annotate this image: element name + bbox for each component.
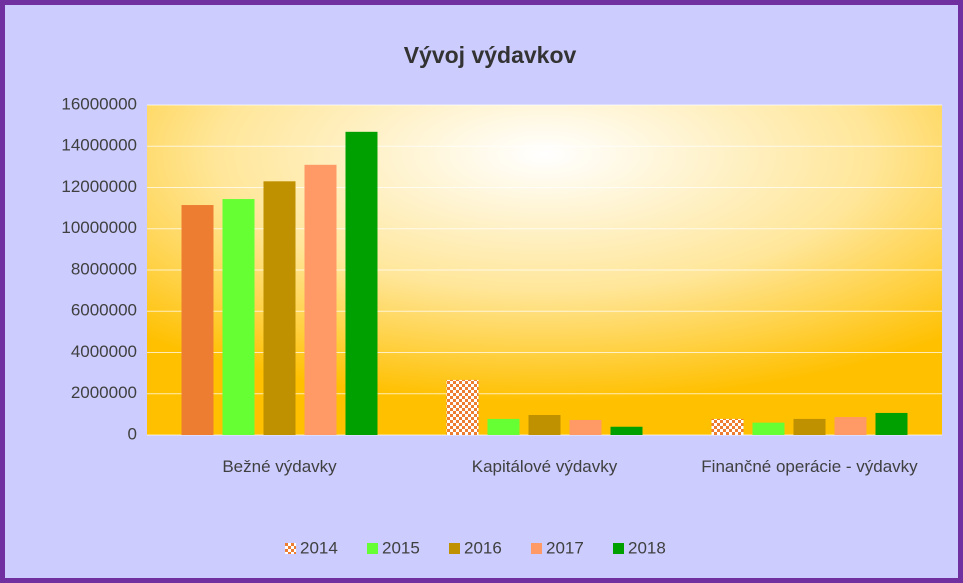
y-tick-label: 4000000: [71, 342, 137, 361]
legend-swatch: [449, 543, 460, 554]
bar: [222, 199, 255, 435]
legend-label: 2014: [300, 538, 338, 557]
bar: [528, 414, 561, 435]
legend-label: 2016: [464, 538, 502, 557]
x-tick-label-box: Bežné výdavky: [222, 457, 337, 476]
bar: [711, 418, 744, 435]
bar: [834, 417, 867, 435]
y-tick-label: 0: [128, 424, 137, 443]
bar: [875, 412, 908, 435]
bar: [181, 205, 214, 435]
legend-swatch: [531, 543, 542, 554]
chart-title: Vývoj výdavkov: [404, 42, 577, 68]
legend-label: 2018: [628, 538, 666, 557]
y-tick-label: 8000000: [71, 259, 137, 278]
y-tick-label: 16000000: [61, 94, 137, 113]
legend-swatch: [367, 543, 378, 554]
bar: [304, 164, 337, 435]
x-tick-label: Finančné operácie - výdavky: [701, 457, 918, 476]
legend-label: 2015: [382, 538, 420, 557]
x-tick-label: Bežné výdavky: [222, 457, 337, 476]
bar: [487, 418, 520, 435]
legend-label: 2017: [546, 538, 584, 557]
y-tick-label: 6000000: [71, 301, 137, 320]
y-tick-label: 12000000: [61, 177, 137, 196]
bar: [752, 422, 785, 435]
bar: [793, 418, 826, 435]
bar: [345, 131, 378, 435]
x-tick-label-box: Finančné operácie - výdavky: [701, 457, 918, 476]
bar: [263, 181, 296, 435]
x-tick-label: Kapitálové výdavky: [471, 457, 618, 476]
x-tick-label-box: Kapitálové výdavky: [471, 457, 618, 476]
y-tick-label: 2000000: [71, 383, 137, 402]
legend-swatch: [613, 543, 624, 554]
bar: [569, 419, 602, 435]
bar: [446, 379, 479, 435]
bar: [610, 426, 643, 435]
y-tick-label: 10000000: [61, 218, 137, 237]
legend-swatch: [285, 543, 296, 554]
y-tick-label: 14000000: [61, 136, 137, 155]
